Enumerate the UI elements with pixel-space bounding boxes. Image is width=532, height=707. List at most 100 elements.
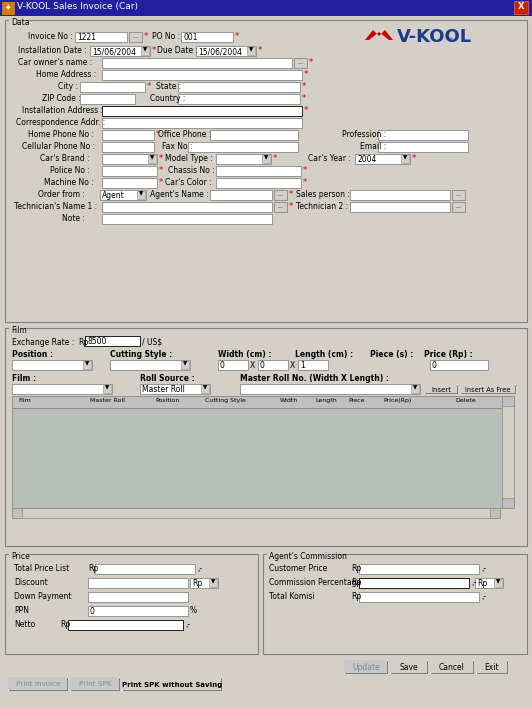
Text: Home Address :: Home Address : — [36, 70, 96, 79]
Text: Price(Rp): Price(Rp) — [383, 398, 411, 403]
Bar — [359, 592, 479, 602]
Bar — [452, 190, 465, 200]
Bar — [294, 58, 307, 68]
Text: ▼: ▼ — [249, 47, 253, 52]
Text: Film: Film — [11, 326, 27, 335]
Bar — [476, 660, 507, 673]
Bar — [140, 384, 210, 394]
Text: Piece (s) :: Piece (s) : — [370, 350, 413, 359]
Text: ▼: ▼ — [403, 156, 408, 160]
Bar — [411, 385, 419, 393]
Bar — [5, 20, 527, 322]
Bar — [344, 660, 387, 673]
Bar — [424, 384, 458, 394]
Bar — [181, 361, 189, 369]
Text: ...: ... — [455, 204, 461, 209]
Text: ▼: ▼ — [143, 47, 147, 52]
Text: Technician 2 :: Technician 2 : — [296, 202, 348, 211]
Text: Width (cm) :: Width (cm) : — [218, 350, 271, 359]
Bar — [85, 336, 140, 346]
Text: ▼: ▼ — [413, 385, 417, 390]
Bar — [430, 660, 473, 673]
Text: *: * — [309, 58, 313, 67]
Text: 0: 0 — [432, 361, 437, 370]
Text: Police No :: Police No : — [50, 166, 90, 175]
Bar — [190, 578, 218, 588]
Bar — [103, 385, 111, 393]
Text: ✦: ✦ — [5, 3, 11, 12]
Bar — [262, 155, 270, 163]
Text: Master Roll: Master Roll — [90, 398, 125, 403]
Text: ▼: ▼ — [496, 580, 500, 585]
Bar — [431, 661, 474, 674]
Text: X: X — [518, 2, 524, 11]
Bar — [390, 660, 428, 674]
Bar — [70, 677, 120, 691]
Text: Rp: Rp — [477, 580, 487, 588]
Bar — [476, 660, 508, 674]
Bar — [12, 508, 500, 518]
Bar — [88, 578, 188, 588]
Bar — [141, 47, 149, 55]
Text: Total Komisi: Total Komisi — [269, 592, 314, 601]
Text: Installation Date :: Installation Date : — [18, 46, 87, 55]
Bar — [247, 47, 255, 55]
Text: Position: Position — [155, 398, 179, 403]
Bar — [8, 677, 67, 690]
Text: 1: 1 — [300, 361, 305, 370]
Text: Master Roll: Master Roll — [142, 385, 185, 395]
Text: Save: Save — [400, 663, 418, 672]
Text: State :: State : — [156, 82, 181, 91]
Text: *: * — [304, 70, 308, 79]
Bar — [9, 551, 29, 558]
Bar — [110, 360, 190, 370]
Text: *: * — [235, 32, 239, 41]
Bar — [102, 154, 157, 164]
Text: ▼: ▼ — [139, 192, 143, 197]
Text: *: * — [303, 178, 307, 187]
Text: Profession :: Profession : — [342, 130, 386, 139]
Bar — [430, 660, 474, 674]
Text: *: * — [159, 154, 163, 163]
Bar — [88, 592, 188, 602]
Text: Rp: Rp — [78, 338, 88, 347]
Bar — [344, 660, 388, 674]
Bar — [298, 360, 328, 370]
Bar — [188, 142, 298, 152]
Text: Length (cm) :: Length (cm) : — [295, 350, 353, 359]
Text: 8500: 8500 — [87, 337, 106, 346]
Text: *: * — [273, 154, 277, 163]
Text: Fax No :: Fax No : — [162, 142, 193, 151]
Bar — [390, 660, 427, 673]
Bar — [178, 82, 300, 92]
Bar — [274, 190, 287, 200]
Text: *: * — [152, 46, 156, 55]
Bar — [88, 606, 188, 616]
Bar — [71, 678, 120, 691]
Bar — [502, 396, 514, 406]
Bar — [9, 17, 25, 24]
Bar — [102, 142, 154, 152]
Text: / US$: / US$ — [142, 338, 162, 347]
Text: Order from :: Order from : — [38, 190, 85, 199]
Text: Country :: Country : — [150, 94, 185, 103]
Bar — [355, 154, 410, 164]
Text: Email :: Email : — [360, 142, 386, 151]
Bar — [210, 190, 272, 200]
Bar — [80, 94, 135, 104]
Bar — [12, 396, 510, 408]
Bar — [350, 202, 450, 212]
Text: *: * — [156, 130, 160, 139]
Bar — [267, 551, 332, 558]
Bar — [70, 677, 119, 690]
Bar — [210, 130, 298, 140]
Bar — [102, 58, 292, 68]
Text: Delete: Delete — [455, 398, 476, 403]
Text: Insert: Insert — [431, 387, 451, 392]
Bar — [263, 554, 527, 654]
Bar — [8, 677, 68, 691]
Text: Due Date :: Due Date : — [157, 46, 198, 55]
Text: Position :: Position : — [12, 350, 53, 359]
Text: Invoice No :: Invoice No : — [28, 32, 73, 41]
Text: Roll Source :: Roll Source : — [140, 374, 195, 383]
